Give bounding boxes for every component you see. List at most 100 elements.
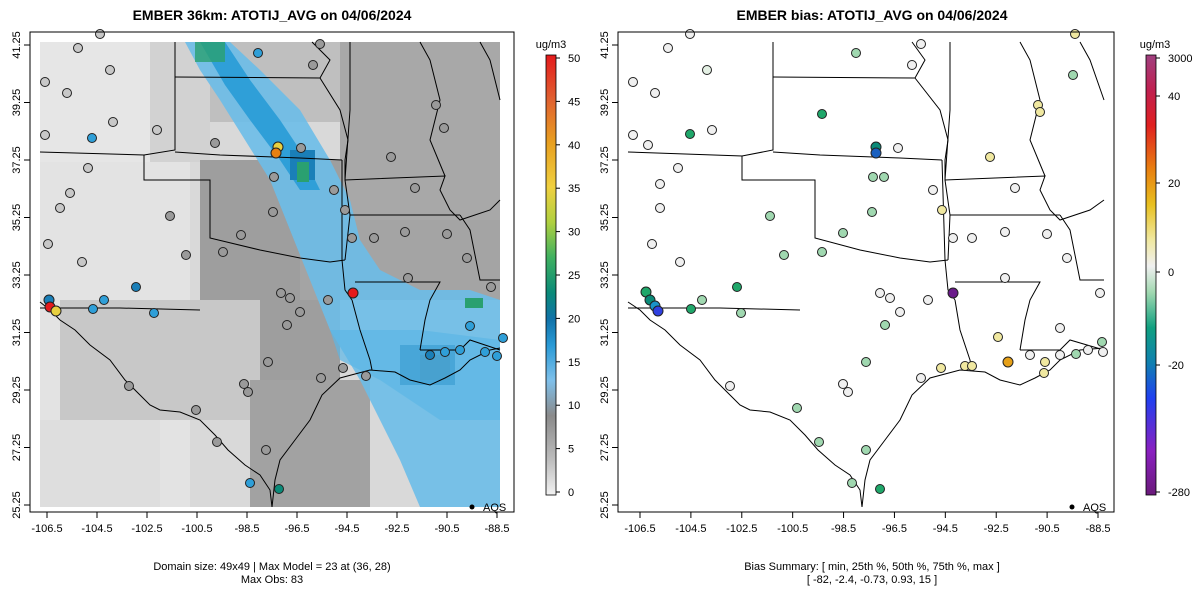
model-colorbar: [545, 54, 557, 496]
station-marker: [685, 29, 695, 39]
station-marker: [879, 172, 889, 182]
station-marker: [498, 333, 508, 343]
station-marker: [1002, 356, 1014, 368]
station-marker: [1055, 323, 1065, 333]
y-tick-label: 39.25: [11, 89, 23, 117]
bias-colorbar-ticks: 3000 40 20 0 -20 -280: [1156, 53, 1192, 499]
bias-legend-dot: [1069, 504, 1075, 510]
station-marker: [340, 205, 350, 215]
station-marker: [875, 484, 885, 494]
station-marker: [369, 233, 379, 243]
x-tick-label: -88.5: [484, 523, 509, 535]
colorbar-tick-label: 10: [568, 400, 580, 412]
station-marker: [967, 361, 977, 371]
y-tick-label: 31.25: [599, 319, 611, 347]
station-marker: [243, 387, 253, 397]
station-marker: [843, 387, 853, 397]
station-marker: [647, 239, 657, 249]
station-marker: [1070, 29, 1080, 39]
x-tick-label: -92.5: [384, 523, 409, 535]
station-marker: [152, 125, 162, 135]
station-marker: [732, 282, 742, 292]
model-boundaries: [39, 41, 501, 508]
model-caption-line1: Domain size: 49x49 | Max Model = 23 at (…: [153, 561, 390, 573]
bias-caption-line2: [ -82, -2.4, -0.73, 0.93, 15 ]: [807, 574, 937, 586]
y-tick-label: 35.25: [599, 204, 611, 232]
station-marker: [329, 185, 339, 195]
station-marker: [655, 179, 665, 189]
model-y-axis: 25.25 27.25 29.25 31.25 33.25 35.25 37.25 39.25…: [11, 31, 30, 519]
station-marker: [847, 478, 857, 488]
station-marker: [628, 77, 638, 87]
station-marker: [480, 347, 490, 357]
station-marker: [386, 152, 396, 162]
station-marker: [947, 287, 959, 299]
station-marker: [212, 437, 222, 447]
station-marker: [65, 188, 75, 198]
station-marker: [895, 307, 905, 317]
station-marker: [686, 304, 696, 314]
station-marker: [218, 247, 228, 257]
station-marker: [62, 88, 72, 98]
station-marker: [87, 133, 97, 143]
station-marker: [861, 445, 871, 455]
station-marker: [270, 147, 282, 159]
x-tick-label: -98.5: [234, 523, 259, 535]
bias-x-axis: -106.5 -104.5 -102.5 -100.5 -98.5 -96.5 -94.5 -…: [624, 512, 1111, 535]
station-marker: [1000, 273, 1010, 283]
y-tick-label: 39.25: [599, 89, 611, 117]
y-tick-label: 33.25: [599, 261, 611, 289]
y-tick-label: 35.25: [11, 204, 23, 232]
x-tick-label: -96.5: [882, 523, 907, 535]
station-marker: [263, 357, 273, 367]
colorbar-tick-label: 30: [568, 227, 580, 239]
model-plot-frame: [29, 31, 515, 513]
colorbar-tick-label: 20: [1168, 178, 1180, 190]
station-marker: [440, 347, 450, 357]
x-tick-label: -100.5: [181, 523, 212, 535]
station-marker: [239, 379, 249, 389]
station-marker: [431, 100, 441, 110]
x-tick-label: -90.5: [434, 523, 459, 535]
station-marker: [361, 371, 371, 381]
station-marker: [55, 203, 65, 213]
station-marker: [439, 123, 449, 133]
y-tick-label: 41.25: [11, 31, 23, 59]
station-marker: [131, 282, 141, 292]
station-marker: [83, 163, 93, 173]
station-marker: [675, 257, 685, 267]
station-marker: [765, 211, 775, 221]
station-marker: [88, 304, 98, 314]
station-marker: [685, 129, 695, 139]
station-marker: [1039, 368, 1049, 378]
y-tick-label: 29.25: [11, 376, 23, 404]
bias-legend-label: AQS: [1083, 502, 1106, 514]
station-marker: [861, 357, 871, 367]
station-marker: [486, 282, 496, 292]
station-marker: [268, 207, 278, 217]
station-marker: [916, 373, 926, 383]
colorbar-tick-label: 0: [1168, 267, 1174, 279]
y-tick-label: 31.25: [11, 319, 23, 347]
station-marker: [400, 227, 410, 237]
colorbar-tick-label: 25: [568, 270, 580, 282]
station-marker: [885, 293, 895, 303]
station-marker: [261, 445, 271, 455]
station-marker: [276, 288, 286, 298]
station-marker: [736, 308, 746, 318]
station-marker: [492, 351, 502, 361]
station-marker: [410, 183, 420, 193]
station-marker: [77, 257, 87, 267]
station-marker: [916, 39, 926, 49]
colorbar-tick-label: 40: [1168, 91, 1180, 103]
station-marker: [425, 350, 435, 360]
station-marker: [663, 43, 673, 53]
y-tick-label: 29.25: [599, 376, 611, 404]
model-field: [40, 42, 500, 507]
station-marker: [875, 288, 885, 298]
colorbar-tick-label: 0: [568, 487, 574, 499]
station-marker: [628, 130, 638, 140]
x-tick-label: -106.5: [624, 523, 655, 535]
x-tick-label: -98.5: [831, 523, 856, 535]
colorbar-tick-label: -20: [1168, 360, 1184, 372]
